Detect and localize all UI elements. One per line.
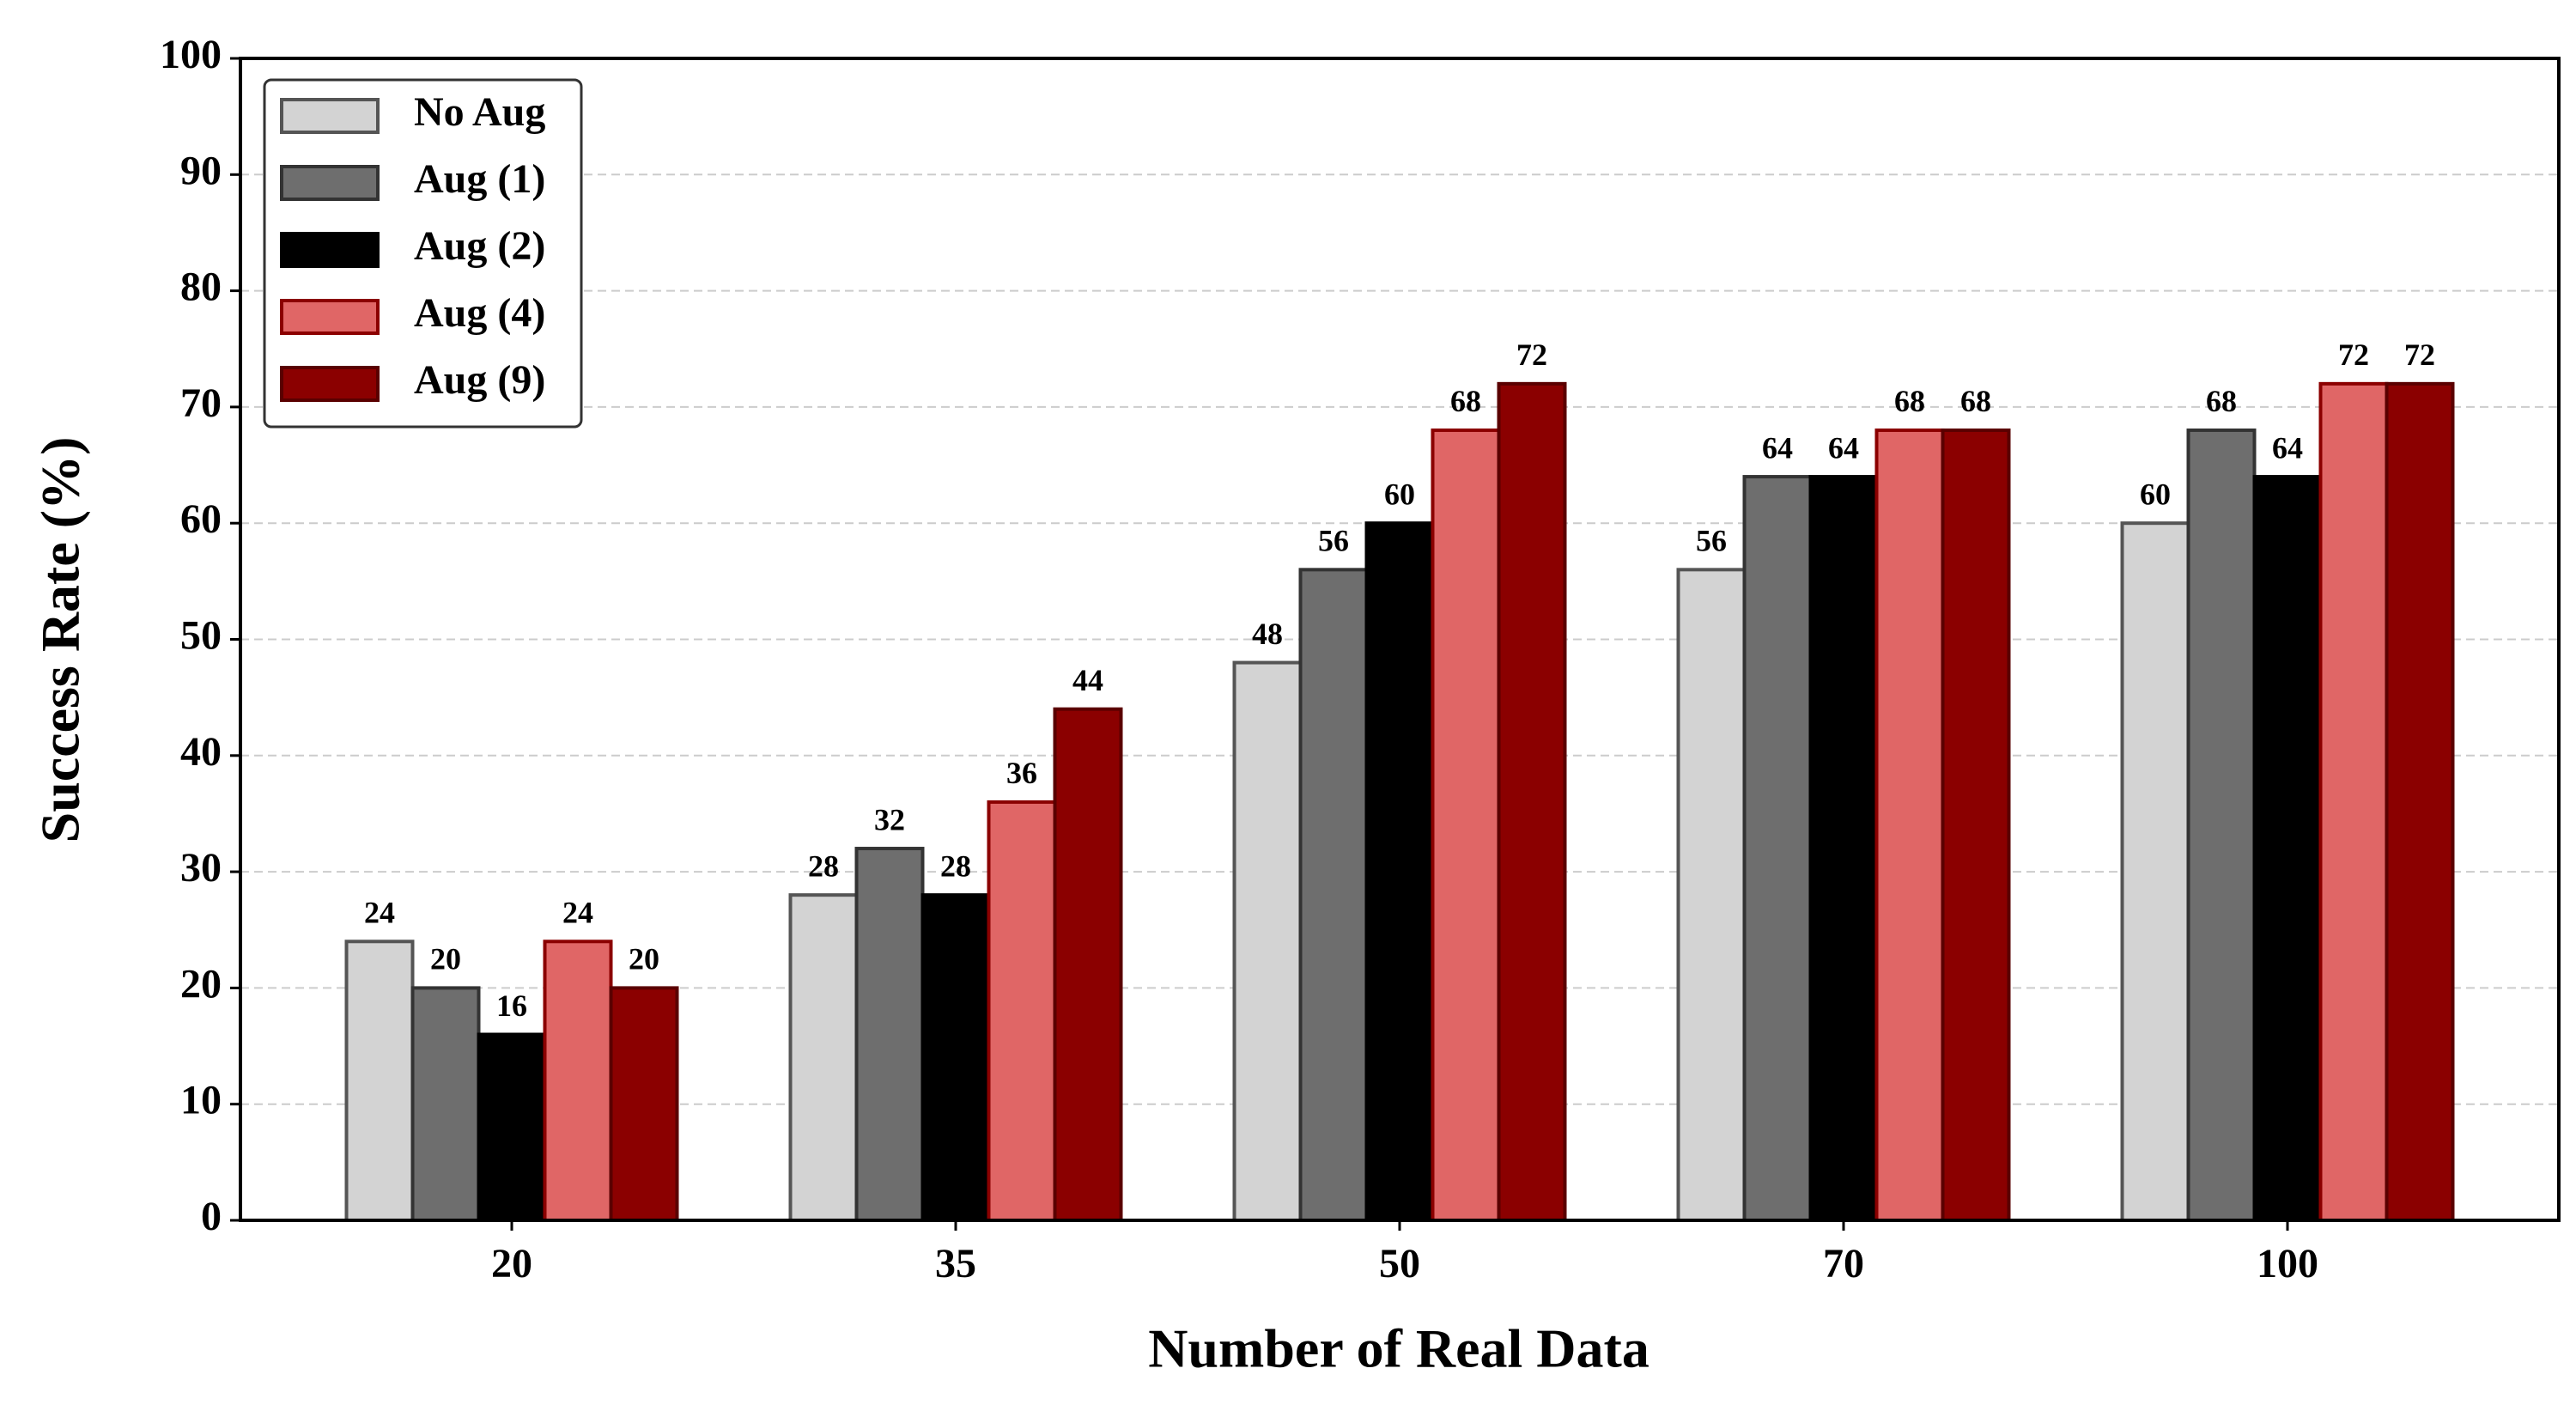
bar bbox=[609, 986, 679, 1223]
bar bbox=[920, 893, 991, 1223]
value-label: 68 bbox=[1450, 384, 1481, 418]
value-label: 28 bbox=[808, 848, 839, 883]
value-label: 24 bbox=[562, 896, 593, 930]
y-tick-label: 40 bbox=[180, 729, 222, 775]
bar bbox=[788, 893, 859, 1223]
value-label: 72 bbox=[1516, 338, 1547, 372]
y-tick-label: 80 bbox=[180, 265, 222, 310]
bar bbox=[2186, 428, 2257, 1222]
bar bbox=[1431, 428, 1501, 1222]
value-label: 16 bbox=[496, 988, 527, 1023]
x-tick-label: 35 bbox=[935, 1241, 976, 1286]
legend-swatch bbox=[280, 366, 380, 402]
bar bbox=[477, 1032, 547, 1223]
y-tick-label: 10 bbox=[180, 1078, 222, 1123]
value-label: 72 bbox=[2338, 338, 2369, 372]
value-label: 68 bbox=[1960, 384, 1991, 418]
value-label: 72 bbox=[2404, 338, 2435, 372]
x-tick-label: 70 bbox=[1823, 1241, 1864, 1286]
value-label: 20 bbox=[629, 942, 659, 976]
y-tick-label: 70 bbox=[180, 380, 222, 426]
bar bbox=[2318, 381, 2389, 1222]
bar bbox=[1742, 475, 1813, 1222]
bar bbox=[1497, 381, 1567, 1222]
bar bbox=[854, 847, 925, 1222]
bar bbox=[1364, 521, 1435, 1222]
bar bbox=[1676, 568, 1747, 1222]
y-tick-label: 90 bbox=[180, 148, 222, 193]
bar bbox=[2252, 475, 2323, 1222]
legend-swatch bbox=[280, 165, 380, 201]
bar bbox=[344, 940, 415, 1223]
legend-label: Aug (1) bbox=[414, 156, 545, 202]
value-label: 48 bbox=[1252, 617, 1283, 651]
bar bbox=[987, 800, 1057, 1222]
legend-label: No Aug bbox=[414, 89, 545, 135]
bar bbox=[543, 940, 613, 1223]
legend-swatch bbox=[280, 232, 380, 268]
value-label: 32 bbox=[874, 802, 905, 836]
value-label: 28 bbox=[940, 848, 971, 883]
y-tick-label: 50 bbox=[180, 613, 222, 659]
legend-label: Aug (2) bbox=[414, 223, 545, 269]
bar bbox=[1298, 568, 1369, 1222]
value-label: 56 bbox=[1318, 524, 1349, 558]
value-label: 56 bbox=[1696, 524, 1727, 558]
legend-label: Aug (9) bbox=[414, 357, 545, 403]
value-label: 60 bbox=[1384, 477, 1415, 511]
bar bbox=[1874, 428, 1945, 1222]
y-tick-label: 60 bbox=[180, 496, 222, 542]
x-tick-label: 50 bbox=[1379, 1241, 1420, 1286]
value-label: 44 bbox=[1072, 663, 1103, 697]
value-label: 60 bbox=[2140, 477, 2171, 511]
bar bbox=[1808, 475, 1879, 1222]
bar bbox=[410, 986, 481, 1223]
y-tick-label: 100 bbox=[160, 32, 222, 77]
value-label: 20 bbox=[430, 942, 461, 976]
plot-frame bbox=[239, 57, 2561, 1222]
value-label: 24 bbox=[364, 896, 395, 930]
bar bbox=[2385, 381, 2455, 1222]
value-label: 68 bbox=[2206, 384, 2237, 418]
y-tick-label: 30 bbox=[180, 845, 222, 891]
value-label: 36 bbox=[1006, 756, 1037, 790]
value-label: 64 bbox=[2272, 430, 2303, 465]
x-tick-label: 100 bbox=[2257, 1241, 2318, 1286]
legend-swatch bbox=[280, 299, 380, 335]
value-label: 64 bbox=[1828, 430, 1859, 465]
legend-swatch bbox=[280, 98, 380, 134]
bar bbox=[1053, 707, 1123, 1222]
y-axis-label: Success Rate (%) bbox=[30, 437, 91, 843]
x-axis-label: Number of Real Data bbox=[1148, 1318, 1649, 1379]
legend-label: Aug (4) bbox=[414, 290, 545, 336]
value-label: 64 bbox=[1762, 430, 1793, 465]
bar bbox=[2120, 521, 2190, 1222]
bar bbox=[1232, 660, 1303, 1222]
value-label: 68 bbox=[1894, 384, 1925, 418]
y-tick-label: 20 bbox=[180, 961, 222, 1006]
bar bbox=[1941, 428, 2011, 1222]
y-tick-label: 0 bbox=[201, 1194, 222, 1239]
x-tick-label: 20 bbox=[491, 1241, 532, 1286]
